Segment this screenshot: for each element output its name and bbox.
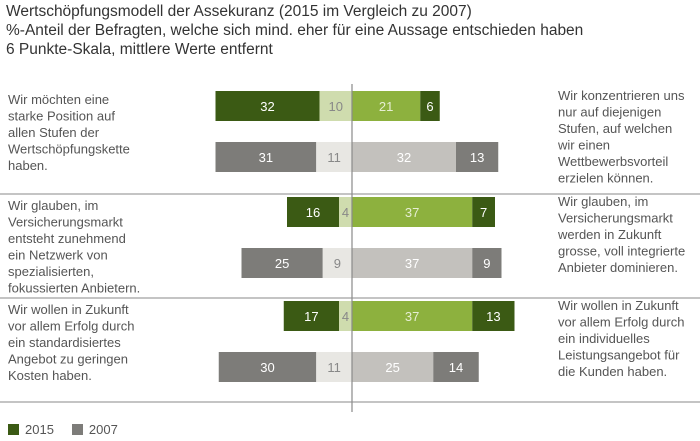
legend-swatch-2007 [71, 424, 83, 435]
bar-left-strong-2007-label: 25 [275, 256, 289, 271]
bar-left-strong-2015-label: 32 [260, 99, 274, 114]
bar-right-weak-2007 [352, 248, 473, 278]
bar-right-strong-2007 [456, 142, 499, 172]
right-statement-line: Leistungsangebot für [558, 348, 680, 363]
left-statement-line: Wir möchten eine [8, 92, 109, 107]
bar-left-weak-2015 [319, 91, 352, 121]
bar-left-weak-2015-label: 4 [342, 205, 349, 220]
left-statement-line: Wertschöpfungskette [8, 142, 130, 157]
legend-label-2007: 2007 [88, 422, 118, 437]
bar-right-weak-2015-label: 37 [405, 205, 419, 220]
right-statement-line: Wir glauben, im [558, 194, 648, 209]
right-statement-line: grosse, voll integrierte [558, 244, 685, 259]
bar-left-weak-2007 [316, 142, 352, 172]
left-statement-line: spezialisierten, [8, 264, 94, 279]
bar-left-weak-2007-label: 11 [327, 360, 341, 375]
bar-left-strong-2007-label: 31 [259, 150, 273, 165]
bar-right-strong-2007 [472, 248, 502, 278]
bar-right-strong-2015 [472, 197, 495, 227]
left-statement-line: Wir glauben, im [8, 198, 98, 213]
right-statement-line: werden in Zukunft [557, 227, 662, 242]
legend-swatch-2015 [8, 424, 19, 435]
left-statement-line: Angebot zu geringen [8, 352, 128, 367]
bar-left-strong-2015-label: 17 [304, 309, 318, 324]
bar-left-weak-2007 [316, 352, 352, 382]
right-statement-line: Wettbewerbsvorteil [558, 154, 668, 169]
left-statement-line: Wir wollen in Zukunft [8, 302, 129, 317]
bar-right-strong-2015-label: 6 [426, 99, 433, 114]
left-statement-line: ein standardisiertes [8, 335, 121, 350]
bar-left-weak-2007 [322, 248, 352, 278]
bar-left-strong-2007 [215, 142, 317, 172]
right-statement-line: ein individuelles [558, 331, 650, 346]
chart-title-block: Wertschöpfungsmodell der Assekuranz (201… [6, 2, 583, 59]
bar-left-weak-2007-label: 11 [327, 150, 341, 165]
bar-left-strong-2015-label: 16 [306, 205, 320, 220]
left-statement-line: Versicherungsmarkt [8, 215, 123, 230]
bar-right-strong-2007-label: 9 [483, 256, 490, 271]
left-statement-line: allen Stufen der [8, 125, 100, 140]
right-statement-line: nur auf diejenigen [558, 105, 661, 120]
bar-right-strong-2015 [420, 91, 440, 121]
bar-left-weak-2015 [339, 197, 352, 227]
bar-right-weak-2015 [352, 301, 473, 331]
bar-right-weak-2007 [352, 142, 456, 172]
right-statement-line: wir einen [557, 138, 610, 153]
bar-left-strong-2015 [215, 91, 320, 121]
bar-right-strong-2015-label: 13 [486, 309, 500, 324]
right-statement-line: vor allem Erfolg durch [558, 315, 684, 330]
bar-right-strong-2007-label: 13 [470, 150, 484, 165]
right-statement-line: die Kunden haben. [558, 364, 667, 379]
bar-right-weak-2007-label: 25 [385, 360, 399, 375]
bar-left-strong-2015 [287, 197, 339, 227]
bar-left-strong-2007 [218, 352, 317, 382]
right-statement-line: erzielen können. [558, 171, 653, 186]
left-statement-line: starke Position auf [8, 109, 115, 124]
left-statement-line: entsteht zunehmend [8, 231, 126, 246]
bar-right-weak-2015-label: 37 [405, 309, 419, 324]
left-statement-line: fokussierten Anbietern. [8, 281, 140, 296]
left-statement-line: vor allem Erfolg durch [8, 319, 134, 334]
bar-left-strong-2015 [283, 301, 339, 331]
bar-left-weak-2015-label: 4 [342, 309, 349, 324]
right-statement-line: Stufen, auf welchen [558, 121, 672, 136]
bar-left-weak-2015-label: 10 [329, 99, 343, 114]
bar-right-weak-2007-label: 32 [397, 150, 411, 165]
right-statement-line: Wir wollen in Zukunft [558, 298, 679, 313]
chart-title: Wertschöpfungsmodell der Assekuranz (201… [6, 3, 472, 20]
bar-right-strong-2015 [472, 301, 515, 331]
legend: 2015 2007 [8, 422, 136, 437]
right-statement-line: Anbieter dominieren. [558, 260, 678, 275]
bar-right-weak-2015 [352, 197, 473, 227]
right-statement-line: Wir konzentrieren uns [558, 88, 685, 103]
bar-left-strong-2007 [241, 248, 323, 278]
left-statement-line: haben. [8, 158, 48, 173]
bar-right-weak-2015-label: 21 [379, 99, 393, 114]
left-statement-line: Kosten haben. [8, 368, 92, 383]
legend-label-2015: 2015 [25, 422, 54, 437]
bar-left-weak-2007-label: 9 [334, 256, 341, 271]
bar-right-weak-2015 [352, 91, 421, 121]
bar-right-strong-2007-label: 14 [449, 360, 463, 375]
left-statement-line: ein Netzwerk von [8, 248, 108, 263]
bar-right-weak-2007 [352, 352, 434, 382]
bar-left-strong-2007-label: 30 [260, 360, 274, 375]
chart-subtitle-2: 6 Punkte-Skala, mittlere Werte entfernt [6, 41, 273, 58]
bar-left-weak-2015 [339, 301, 352, 331]
chart-subtitle-1: %-Anteil der Befragten, welche sich mind… [6, 22, 584, 39]
bar-right-strong-2007 [433, 352, 479, 382]
bar-right-weak-2007-label: 37 [405, 256, 419, 271]
legend-item-2007: 2007 [71, 422, 118, 437]
bar-right-strong-2015-label: 7 [480, 205, 487, 220]
legend-item-2015: 2015 [8, 422, 54, 437]
right-statement-line: Versicherungsmarkt [558, 211, 673, 226]
